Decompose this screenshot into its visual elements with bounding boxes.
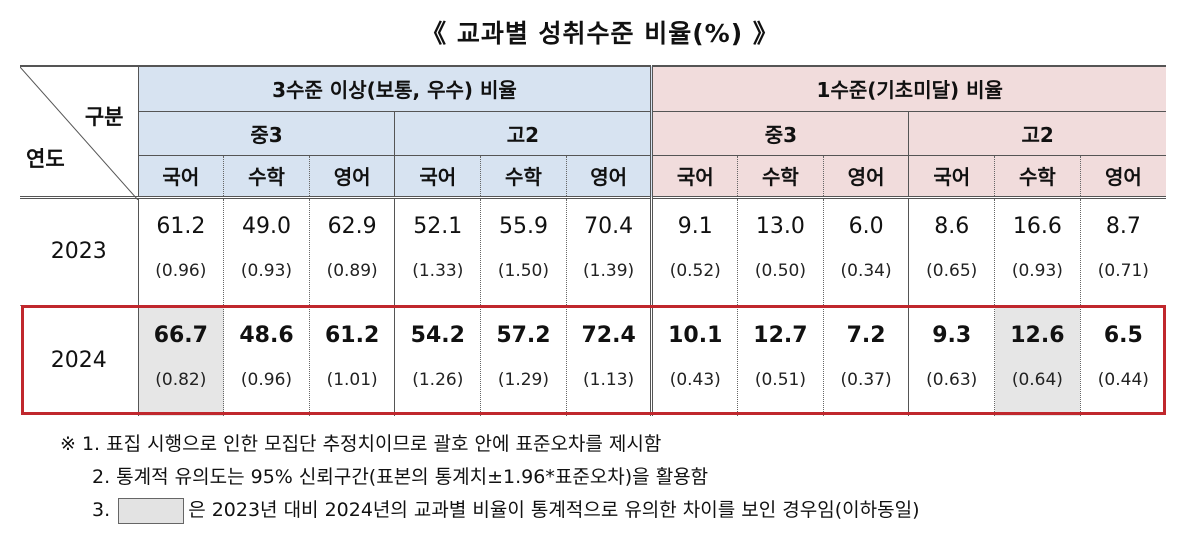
achievement-table: 구분 연도 3수준 이상(보통, 우수) 비율 1수준(기초미달) 비율 중3 …	[20, 65, 1166, 416]
data-cell: 72.4 (1.13)	[565, 305, 652, 416]
data-cell: 9.1 (0.52)	[650, 197, 738, 305]
subject-header: 국어	[138, 155, 224, 197]
subject-header: 영어	[565, 155, 652, 197]
grade-header: 고2	[394, 111, 652, 155]
subject-header: 국어	[650, 155, 738, 197]
data-cell: 55.9 (1.50)	[480, 197, 567, 305]
data-cell: 8.7 (0.71)	[1079, 197, 1166, 305]
subject-header: 수학	[737, 155, 824, 197]
footnote-3: 3. 은 2023년 대비 2024년의 교과별 비율이 통계적으로 유의한 차…	[60, 494, 919, 527]
subject-header: 영어	[1079, 155, 1166, 197]
year-cell: 2023	[20, 197, 139, 305]
data-cell: 52.1 (1.33)	[394, 197, 481, 305]
data-cell: 62.9 (0.89)	[308, 197, 395, 305]
data-cell: 9.3 (0.63)	[908, 305, 995, 416]
data-cell: 61.2 (0.96)	[155, 214, 207, 281]
data-cell: 70.4 (1.39)	[565, 197, 652, 305]
subject-header: 영어	[822, 155, 909, 197]
category-label: 구분	[84, 105, 124, 129]
subject-header: 수학	[480, 155, 567, 197]
subject-header: 수학	[223, 155, 310, 197]
corner-header: 구분 연도	[20, 65, 139, 200]
footnote-2: 2. 통계적 유의도는 95% 신뢰구간(표본의 통계치±1.96*표준오차)을…	[92, 466, 709, 488]
diagonal-line	[20, 67, 138, 200]
data-cell: 54.2 (1.26)	[394, 305, 481, 416]
data-cell: 12.7 (0.51)	[737, 305, 824, 416]
grade-header: 중3	[138, 111, 395, 155]
subject-header: 영어	[308, 155, 395, 197]
data-cell: 13.0 (0.50)	[737, 197, 824, 305]
data-cell-significant: 12.6 (0.64)	[994, 305, 1081, 416]
year-cell: 2024	[20, 305, 139, 416]
data-cell: 57.2 (1.29)	[480, 305, 567, 416]
footnotes: ※ 1. 표집 시행으로 인한 모집단 추정치이므로 괄호 안에 표준오차를 제…	[60, 428, 919, 527]
data-cell: 6.5 (0.44)	[1079, 305, 1166, 416]
data-cell: 16.6 (0.93)	[994, 197, 1081, 305]
data-cell: 48.6 (0.96)	[223, 305, 310, 416]
significance-swatch	[118, 497, 185, 524]
table-row: 2023 61.2 (0.96) 49.0 (0.93) 62.9 (0.89) 52…	[20, 197, 1166, 305]
data-cell: 61.2 (1.01)	[308, 305, 395, 416]
group-header-level1: 1수준(기초미달) 비율	[650, 66, 1166, 111]
data-cell: 7.2 (0.37)	[822, 305, 909, 416]
table-row-highlighted: 2024 66.7 (0.82) 48.6 (0.96) 61.2 (1.01) 54…	[20, 305, 1166, 416]
footnote-3-text: 은 2023년 대비 2024년의 교과별 비율이 통계적으로 유의한 차이를 …	[188, 499, 920, 521]
footnote-1: ※ 1. 표집 시행으로 인한 모집단 추정치이므로 괄호 안에 표준오차를 제…	[60, 433, 662, 455]
data-cell-significant: 66.7 (0.82)	[138, 305, 224, 416]
data-cell: 10.1 (0.43)	[650, 305, 738, 416]
footnote-3-number: 3.	[92, 499, 111, 521]
group-header-level3: 3수준 이상(보통, 우수) 비율	[138, 66, 652, 111]
subject-header: 국어	[394, 155, 481, 197]
subject-header: 수학	[994, 155, 1081, 197]
data-cell: 49.0 (0.93)	[223, 197, 310, 305]
data-cell: 6.0 (0.34)	[822, 197, 909, 305]
subject-header: 국어	[908, 155, 995, 197]
year-label: 연도	[26, 147, 65, 171]
grade-header: 고2	[908, 111, 1166, 155]
grade-header: 중3	[650, 111, 909, 155]
data-cell: 8.6 (0.65)	[908, 197, 995, 305]
table-title: 《 교과별 성취수준 비율(%) 》	[421, 19, 779, 48]
